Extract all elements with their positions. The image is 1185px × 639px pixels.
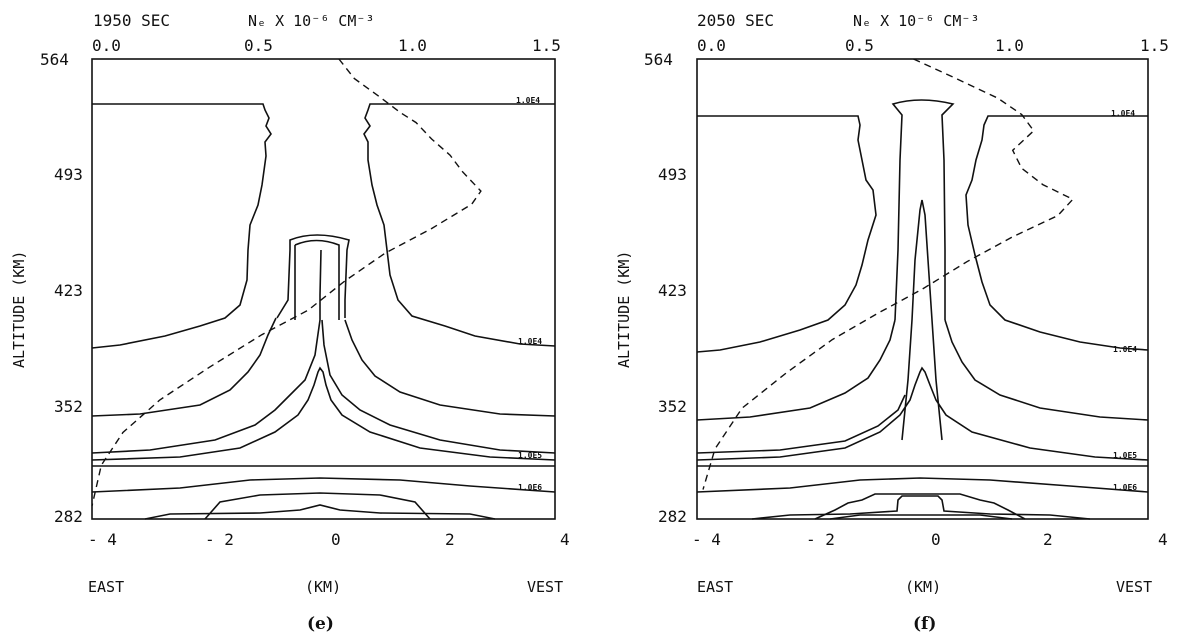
contour-label: 1.0E4 — [1111, 109, 1135, 118]
contour-cap — [891, 99, 955, 321]
contour-spike — [696, 366, 1149, 461]
contour-band-2 — [696, 477, 1149, 493]
panel-e: 1.0E4 1.0E4 1.0E5 1.0E6 1950 SEC Nₑ X 10… — [10, 11, 570, 634]
y-tick-label: 423 — [54, 281, 83, 300]
top-tick-label: 0.0 — [92, 36, 121, 55]
x-right-label: VEST — [1116, 578, 1152, 596]
y-tick-label: 352 — [658, 397, 687, 416]
contour-outer-left — [696, 115, 877, 353]
contour-lines — [91, 103, 556, 520]
x-right-label: VEST — [527, 578, 563, 596]
y-axis-label: ALTITUDE (KM) — [10, 251, 28, 368]
y-tick-label: 352 — [54, 397, 83, 416]
contour-level2-right — [344, 319, 556, 417]
x-tick-label: - 4 — [692, 530, 721, 549]
x-center-label: (KM) — [905, 578, 941, 596]
x-tick-label: 2 — [1043, 530, 1053, 549]
contour-bump-1 — [814, 493, 1026, 520]
contour-bump-3 — [829, 514, 1013, 520]
density-profile-line — [702, 58, 1074, 490]
x-tick-label: 2 — [445, 530, 455, 549]
density-axis-label: Nₑ X 10⁻⁶ CM⁻³ — [248, 12, 374, 30]
top-tick-label: 0.5 — [244, 36, 273, 55]
y-tick-label: 423 — [658, 281, 687, 300]
contour-outer-left — [91, 103, 272, 349]
contour-inner-spike — [901, 199, 943, 441]
x-center-label: (KM) — [305, 578, 341, 596]
x-tick-label: - 2 — [806, 530, 835, 549]
x-tick-label: - 2 — [205, 530, 234, 549]
top-tick-label: 1.0 — [995, 36, 1024, 55]
contour-label: 1.0E4 — [1113, 345, 1137, 354]
contour-level2-left — [91, 317, 277, 417]
panel-f: 1.0E4 1.0E4 1.0E5 1.0E6 2050 SEC Nₑ X 10… — [615, 11, 1169, 634]
contour-tube-inner — [294, 239, 340, 320]
contour-outer-right — [965, 115, 1149, 351]
top-tick-label: 0.5 — [845, 36, 874, 55]
contour-label: 1.0E5 — [518, 451, 542, 460]
top-tick-label: 0.0 — [697, 36, 726, 55]
contour-label: 1.0E4 — [518, 337, 542, 346]
density-axis-label: Nₑ X 10⁻⁶ CM⁻³ — [853, 12, 979, 30]
x-tick-label: - 4 — [88, 530, 117, 549]
y-tick-label: 282 — [54, 507, 83, 526]
density-profile-line — [91, 58, 482, 507]
y-tick-label: 564 — [40, 50, 69, 69]
top-tick-label: 1.5 — [1140, 36, 1169, 55]
top-tick-label: 1.5 — [532, 36, 561, 55]
y-tick-label: 564 — [644, 50, 673, 69]
y-axis-label: ALTITUDE (KM) — [615, 251, 633, 368]
x-tick-label: 0 — [931, 530, 941, 549]
x-left-label: EAST — [88, 578, 124, 596]
plot-frame — [91, 58, 556, 520]
panel-caption: (e) — [307, 614, 334, 634]
contour-band-0 — [696, 394, 906, 454]
panel-caption: (f) — [913, 614, 936, 634]
contour-band-2 — [91, 477, 556, 493]
contour-bump-2 — [751, 495, 1091, 520]
y-tick-label: 282 — [658, 507, 687, 526]
plot-frame — [696, 58, 1149, 520]
x-tick-label: 4 — [1158, 530, 1168, 549]
y-tick-label: 493 — [658, 165, 687, 184]
contour-label: 1.0E5 — [1113, 451, 1137, 460]
y-tick-label: 493 — [54, 165, 83, 184]
top-tick-label: 1.0 — [398, 36, 427, 55]
contour-bump-1 — [204, 492, 431, 520]
contour-tube — [276, 234, 350, 319]
contour-level3-right — [321, 319, 556, 454]
contour-level2-left — [696, 319, 896, 421]
contour-bump-2 — [144, 504, 496, 520]
x-left-label: EAST — [697, 578, 733, 596]
x-tick-label: 0 — [331, 530, 341, 549]
time-label: 1950 SEC — [93, 11, 170, 30]
contour-level2-right — [944, 319, 1149, 421]
contour-label: 1.0E6 — [518, 483, 542, 492]
contour-level3 — [91, 249, 322, 454]
contour-label: 1.0E4 — [516, 96, 540, 105]
contour-lines — [696, 99, 1149, 520]
contour-outer-right — [363, 103, 556, 347]
contour-label: 1.0E6 — [1113, 483, 1137, 492]
contour-spike — [91, 366, 556, 461]
x-tick-label: 4 — [560, 530, 570, 549]
time-label: 2050 SEC — [697, 11, 774, 30]
